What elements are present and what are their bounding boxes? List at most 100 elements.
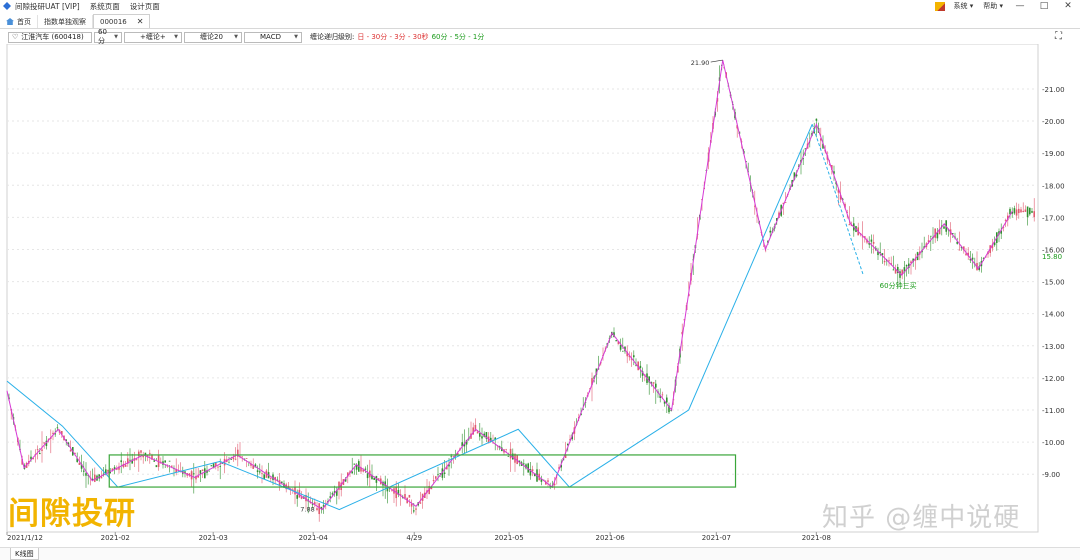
heart-icon[interactable]: ♡ — [12, 33, 19, 41]
candle-body — [41, 449, 43, 451]
candle-body — [567, 443, 569, 446]
candle-body — [201, 469, 204, 472]
candle-body — [234, 458, 237, 460]
candle-body — [109, 471, 111, 474]
candle-body — [140, 450, 142, 453]
candle-body — [80, 464, 83, 469]
candle-body — [347, 472, 349, 477]
candle-body — [879, 251, 881, 253]
candle-body — [531, 469, 534, 472]
candle-body — [982, 257, 985, 259]
candle-body — [628, 355, 631, 358]
indicator-1-value: +缠论+ — [140, 33, 166, 41]
y-tick-label: -14.00 — [1042, 311, 1065, 319]
candle-body — [52, 432, 54, 434]
candle-body — [648, 376, 650, 383]
candle-body — [934, 228, 936, 238]
candle-body — [56, 427, 59, 429]
candle-body — [1002, 227, 1005, 229]
candle-body — [514, 453, 516, 463]
candle-body — [195, 475, 197, 480]
close-window-button[interactable]: ✕ — [1064, 1, 1072, 11]
candle-body — [624, 346, 626, 352]
kline-tab[interactable]: K线图 — [10, 548, 39, 560]
candle-body — [991, 244, 994, 249]
candle-body — [122, 463, 125, 468]
candle-body — [171, 465, 173, 467]
candle-body — [901, 269, 903, 275]
fullscreen-icon[interactable]: ⛶ — [1055, 31, 1062, 42]
candle-body — [639, 365, 642, 369]
x-tick-label: 2021-07 — [702, 534, 731, 542]
help-menu[interactable]: 帮助 ▾ — [983, 2, 1003, 10]
candle-body — [635, 364, 637, 366]
watermark-left: 间隙投研 — [8, 496, 136, 532]
candle-body — [210, 465, 213, 467]
candle-body — [419, 502, 422, 504]
candle-body — [923, 246, 925, 249]
bottom-bar: K线图 — [0, 547, 1080, 560]
candle-body — [61, 430, 63, 435]
candle-body — [872, 241, 875, 244]
candle-body — [309, 502, 312, 504]
candle-body — [507, 456, 510, 458]
candle-body — [476, 431, 479, 434]
candle-body — [274, 476, 276, 481]
indicator-select-2[interactable]: 缠论20 ▼ — [184, 31, 242, 43]
candle-body — [490, 437, 492, 442]
candle-body — [1018, 208, 1020, 214]
tab-home[interactable]: 首页 — [0, 15, 38, 28]
candle-body — [509, 448, 512, 459]
pencil-icon[interactable] — [934, 1, 945, 11]
x-tick-label: 2021/1/12 — [7, 534, 43, 542]
candle-body — [47, 438, 50, 440]
candle-body — [1026, 206, 1029, 218]
candle-body — [237, 449, 239, 457]
candle-body — [963, 246, 965, 251]
candle-body — [1031, 211, 1033, 213]
maximize-button[interactable]: □ — [1039, 1, 1049, 11]
candle-body — [415, 508, 417, 510]
candle-body — [844, 203, 846, 208]
menu-system-page[interactable]: 系统页面 — [89, 1, 120, 11]
y-tick-label: -13.00 — [1042, 343, 1065, 351]
candle-body — [164, 460, 166, 463]
candle-body — [956, 241, 958, 244]
candle-body — [362, 469, 364, 472]
candle-body — [842, 198, 844, 200]
candle-body — [540, 478, 543, 482]
candle-body — [914, 259, 917, 261]
candle-body — [820, 138, 822, 141]
candle-body — [263, 474, 265, 480]
candle-body — [1013, 208, 1016, 214]
candle-body — [861, 236, 864, 238]
candle-body — [754, 205, 756, 207]
candle-body — [613, 332, 615, 338]
candle-body — [111, 468, 114, 471]
recursion-legend: 缠论递归级别: 日 - 30分 - 3分 - 30秒 60分 - 5分 - 1分 — [310, 32, 487, 42]
candle-body — [384, 481, 386, 487]
menu-design-page[interactable]: 设计页面 — [129, 1, 160, 11]
minimize-button[interactable]: — — [1015, 1, 1025, 11]
kline-chart[interactable]: -9.00 -10.00 -11.00 -12.00 -13.00 -14.00 -15.0… — [0, 44, 1080, 547]
candle-body — [446, 466, 448, 470]
x-tick-label: 2021-08 — [802, 534, 831, 542]
indicator-select-3[interactable]: MACD ▼ — [244, 31, 302, 43]
candle-body — [45, 440, 48, 446]
system-menu[interactable]: 系统 ▾ — [953, 2, 974, 10]
candle-body — [850, 225, 853, 227]
stock-selector[interactable]: ♡ 江淮汽车 (600418) — [8, 31, 92, 43]
period-select[interactable]: 60分 ▼ — [94, 28, 122, 45]
tab-close-icon[interactable]: ✕ — [136, 17, 144, 26]
candle-body — [197, 475, 199, 478]
candle-body — [432, 480, 435, 482]
tab-000016[interactable]: 000016 ✕ — [93, 14, 151, 28]
candle-body — [652, 382, 655, 384]
candle-body — [98, 474, 100, 479]
candle-body — [30, 456, 32, 460]
candle-body — [245, 458, 248, 459]
indicator-select-1[interactable]: +缠论+ ▼ — [124, 31, 182, 43]
tab-index-watch[interactable]: 指数单独观察 — [38, 15, 93, 28]
candle-body — [815, 118, 818, 121]
candle-body — [230, 459, 232, 460]
